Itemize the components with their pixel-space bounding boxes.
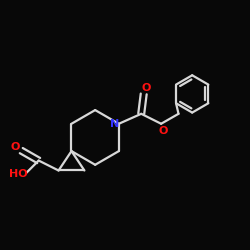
Text: O: O: [10, 142, 20, 152]
Text: O: O: [142, 83, 151, 93]
Text: N: N: [110, 119, 120, 129]
Text: O: O: [159, 126, 168, 136]
Text: HO: HO: [10, 169, 28, 179]
